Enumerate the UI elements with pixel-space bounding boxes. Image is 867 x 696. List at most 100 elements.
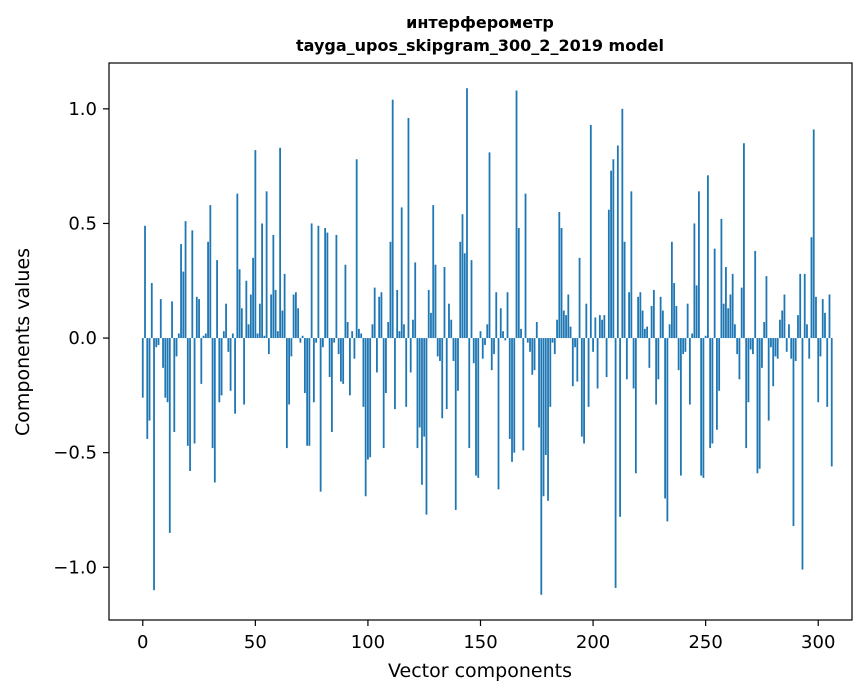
bar	[749, 338, 752, 350]
chart-title-line-1: интерферометр	[406, 13, 554, 32]
bar	[355, 159, 358, 339]
bar	[763, 322, 766, 339]
bar	[709, 338, 712, 449]
bar	[713, 248, 716, 339]
x-axis-ticks: 0 50 100 150 200 250 300	[137, 620, 835, 653]
bar	[682, 338, 685, 355]
bar	[475, 338, 477, 476]
bar	[594, 317, 597, 339]
bar	[436, 338, 439, 357]
bar	[177, 333, 180, 339]
bar	[495, 292, 498, 339]
bar	[533, 338, 536, 371]
bar	[457, 338, 459, 391]
bar	[331, 338, 333, 433]
bar	[303, 338, 306, 394]
bar	[781, 310, 784, 339]
bar	[164, 338, 167, 398]
bar	[391, 99, 394, 339]
bar	[810, 237, 813, 339]
bar	[351, 331, 354, 339]
bar	[659, 296, 662, 339]
bar	[794, 338, 797, 361]
bar	[743, 143, 745, 339]
bar	[234, 338, 236, 414]
bar	[204, 333, 207, 339]
bar	[684, 338, 687, 352]
bar	[508, 338, 511, 439]
bar	[342, 338, 345, 384]
bar	[754, 250, 757, 339]
x-axis-label: Vector components	[388, 660, 572, 682]
bar	[758, 338, 761, 469]
bar	[580, 338, 583, 437]
bar	[589, 124, 592, 339]
bar	[180, 244, 182, 339]
bar	[610, 170, 612, 339]
bar	[432, 205, 435, 339]
y-tick-label: 1.0	[68, 99, 97, 120]
bar	[376, 338, 378, 373]
bar	[159, 299, 162, 339]
bar	[621, 108, 624, 339]
bar	[461, 214, 464, 339]
bar	[745, 338, 748, 449]
bar	[553, 338, 556, 355]
bar	[247, 324, 250, 339]
bar	[448, 303, 450, 339]
bar	[547, 338, 549, 501]
bar	[198, 299, 200, 339]
bar	[294, 292, 297, 339]
bar	[799, 273, 802, 339]
bar	[418, 338, 421, 428]
bar	[141, 338, 144, 398]
bar	[817, 338, 820, 403]
bar	[502, 331, 504, 339]
bar	[261, 223, 263, 339]
bar	[484, 338, 486, 345]
bar	[200, 338, 203, 384]
bar	[308, 338, 311, 446]
bar	[700, 338, 703, 476]
bar	[191, 230, 194, 339]
y-tick-label: −0.5	[53, 443, 97, 464]
bar	[256, 333, 259, 339]
bar	[560, 228, 563, 339]
bar	[515, 90, 518, 339]
bar	[148, 338, 151, 421]
bar	[693, 223, 696, 339]
y-tick-label: 0.5	[68, 213, 97, 234]
bar	[396, 289, 399, 339]
bar	[587, 338, 590, 407]
bar	[531, 338, 534, 375]
bar	[443, 267, 446, 339]
bar	[815, 296, 817, 339]
bar	[335, 234, 338, 339]
bar	[673, 283, 676, 339]
x-tick-label: 150	[463, 632, 497, 653]
bar	[389, 241, 392, 339]
bar	[664, 338, 667, 499]
bar	[774, 338, 777, 357]
bar	[144, 225, 146, 339]
bar	[605, 338, 608, 378]
bar	[698, 191, 700, 339]
bar	[263, 335, 266, 339]
bar	[240, 308, 243, 339]
bar	[657, 338, 660, 380]
bar	[378, 296, 381, 339]
bar	[803, 273, 806, 339]
bar	[499, 308, 502, 339]
bar	[585, 303, 588, 339]
bar	[806, 324, 808, 339]
bar	[186, 338, 189, 446]
bar	[270, 294, 273, 339]
bar	[358, 328, 360, 339]
bar	[562, 310, 565, 339]
bar	[529, 338, 531, 352]
bar	[729, 294, 732, 339]
bar	[394, 338, 396, 410]
bar	[691, 333, 694, 339]
bar	[567, 294, 570, 339]
bar	[324, 228, 327, 339]
